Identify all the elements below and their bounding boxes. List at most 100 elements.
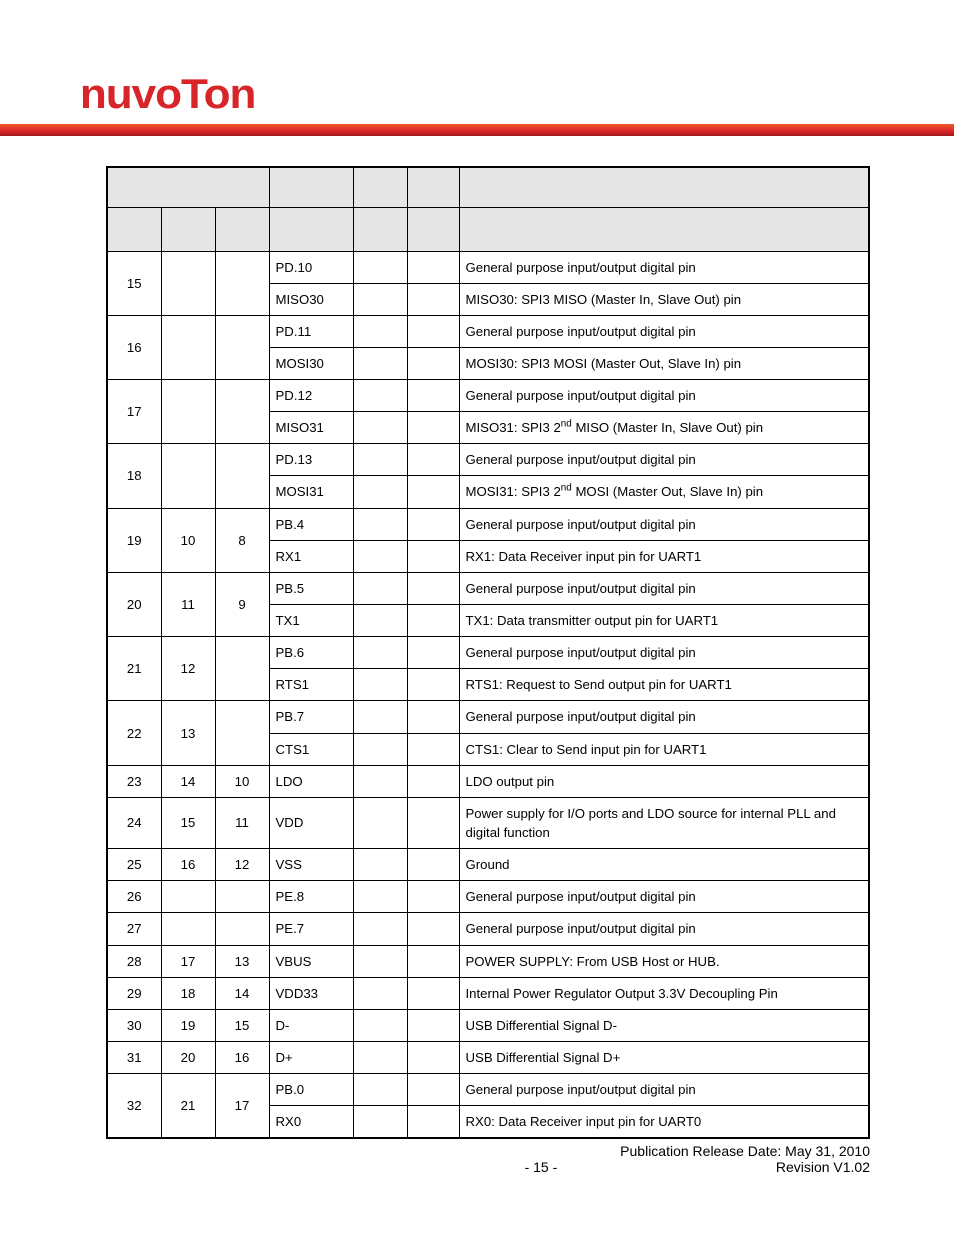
col-header-pin3	[215, 207, 269, 251]
cell-pin3: 12	[215, 849, 269, 881]
cell-type1	[353, 540, 407, 572]
cell-type1	[353, 669, 407, 701]
cell-pinname: VDD	[269, 797, 353, 848]
header-bar	[0, 124, 954, 136]
cell-type2	[407, 797, 459, 848]
cell-pin3	[215, 913, 269, 945]
cell-type2	[407, 913, 459, 945]
cell-type2	[407, 881, 459, 913]
cell-type1	[353, 945, 407, 977]
cell-pin3: 8	[215, 508, 269, 572]
cell-type1	[353, 765, 407, 797]
page: nuvoTon	[0, 0, 954, 1235]
pin-table: 15 PD.10 General purpose input/output di…	[106, 166, 870, 1139]
cell-pin2	[161, 315, 215, 379]
cell-type1	[353, 1042, 407, 1074]
cell-pin2	[161, 444, 215, 508]
cell-desc: General purpose input/output digital pin	[459, 251, 869, 283]
cell-pin1: 16	[107, 315, 161, 379]
cell-pin3	[215, 444, 269, 508]
header: nuvoTon	[0, 0, 954, 118]
cell-pin2: 21	[161, 1074, 215, 1139]
cell-desc: Ground	[459, 849, 869, 881]
cell-pin3: 9	[215, 572, 269, 636]
cell-pinname: MISO30	[269, 283, 353, 315]
cell-pin2: 20	[161, 1042, 215, 1074]
col-header-pinname2	[269, 207, 353, 251]
cell-pin1: 22	[107, 701, 161, 765]
cell-pinname: PB.7	[269, 701, 353, 733]
cell-type1	[353, 1106, 407, 1139]
cell-type1	[353, 572, 407, 604]
cell-pin2: 13	[161, 701, 215, 765]
cell-pin1: 17	[107, 380, 161, 444]
cell-pinname: PB.0	[269, 1074, 353, 1106]
cell-pinname: MOSI30	[269, 347, 353, 379]
cell-desc: Power supply for I/O ports and LDO sourc…	[459, 797, 869, 848]
cell-pin2	[161, 913, 215, 945]
cell-pinname: RX1	[269, 540, 353, 572]
cell-pin2	[161, 881, 215, 913]
cell-type1	[353, 508, 407, 540]
cell-type1	[353, 913, 407, 945]
col-header-type2b	[407, 207, 459, 251]
cell-type2	[407, 540, 459, 572]
cell-desc: General purpose input/output digital pin	[459, 572, 869, 604]
cell-pin2: 16	[161, 849, 215, 881]
cell-pinname: PD.13	[269, 444, 353, 476]
cell-pinname: LDO	[269, 765, 353, 797]
cell-pin2: 19	[161, 1009, 215, 1041]
cell-pin3	[215, 701, 269, 765]
col-header-pin1	[107, 207, 161, 251]
cell-pin3: 17	[215, 1074, 269, 1139]
cell-type1	[353, 637, 407, 669]
cell-pin3: 13	[215, 945, 269, 977]
cell-type1	[353, 251, 407, 283]
cell-pinname: D+	[269, 1042, 353, 1074]
cell-desc: CTS1: Clear to Send input pin for UART1	[459, 733, 869, 765]
cell-type1	[353, 380, 407, 412]
cell-type2	[407, 1106, 459, 1139]
cell-desc: General purpose input/output digital pin	[459, 444, 869, 476]
cell-type1	[353, 1074, 407, 1106]
cell-desc: MISO30: SPI3 MISO (Master In, Slave Out)…	[459, 283, 869, 315]
cell-type1	[353, 283, 407, 315]
cell-type1	[353, 315, 407, 347]
page-number: - 15 -	[306, 1159, 776, 1175]
col-header-desc2	[459, 207, 869, 251]
cell-type2	[407, 476, 459, 508]
cell-type1	[353, 701, 407, 733]
cell-type2	[407, 572, 459, 604]
cell-type1	[353, 412, 407, 444]
cell-pinname: VSS	[269, 849, 353, 881]
cell-type2	[407, 945, 459, 977]
cell-pin1: 30	[107, 1009, 161, 1041]
revision: Revision V1.02	[776, 1159, 870, 1175]
cell-pin3: 15	[215, 1009, 269, 1041]
cell-pin3	[215, 380, 269, 444]
cell-type2	[407, 251, 459, 283]
cell-pin1: 27	[107, 913, 161, 945]
cell-pin2	[161, 251, 215, 315]
cell-pinname: D-	[269, 1009, 353, 1041]
cell-desc: USB Differential Signal D+	[459, 1042, 869, 1074]
brand-logo: nuvoTon	[80, 70, 256, 118]
cell-type1	[353, 1009, 407, 1041]
cell-type2	[407, 1074, 459, 1106]
cell-pin1: 15	[107, 251, 161, 315]
cell-pin2: 18	[161, 977, 215, 1009]
cell-desc: LDO output pin	[459, 765, 869, 797]
cell-type2	[407, 849, 459, 881]
cell-desc: General purpose input/output digital pin	[459, 380, 869, 412]
cell-pinname: CTS1	[269, 733, 353, 765]
cell-pin1: 23	[107, 765, 161, 797]
cell-pin1: 25	[107, 849, 161, 881]
cell-desc: MISO31: SPI3 2nd MISO (Master In, Slave …	[459, 412, 869, 444]
cell-pin2: 11	[161, 572, 215, 636]
cell-type1	[353, 476, 407, 508]
cell-pin3: 16	[215, 1042, 269, 1074]
cell-desc: RX0: Data Receiver input pin for UART0	[459, 1106, 869, 1139]
cell-pin3: 14	[215, 977, 269, 1009]
col-header-group-pins	[107, 167, 269, 207]
cell-desc: POWER SUPPLY: From USB Host or HUB.	[459, 945, 869, 977]
